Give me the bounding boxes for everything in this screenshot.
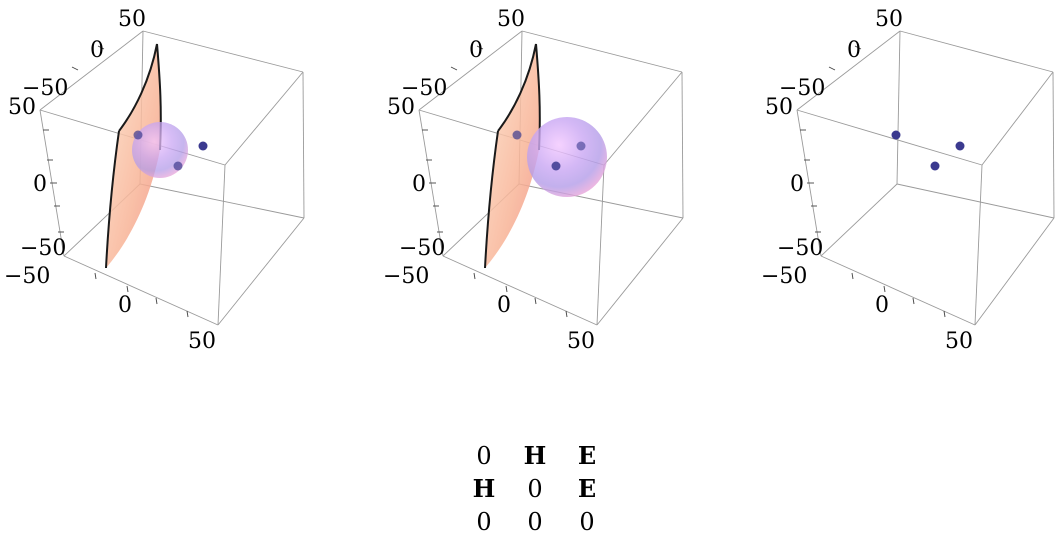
tick-label: 0 bbox=[847, 38, 861, 63]
tick-label: 0 bbox=[469, 38, 483, 63]
tick-label: −50 bbox=[761, 264, 807, 289]
matrix-cell: 0 bbox=[476, 508, 491, 536]
tick-label: 50 bbox=[118, 7, 146, 32]
tick-marks bbox=[43, 45, 189, 318]
data-points bbox=[891, 130, 965, 171]
point bbox=[133, 130, 143, 140]
matrix-cell: 0 bbox=[527, 508, 542, 536]
tick-label: 0 bbox=[875, 293, 889, 318]
tick-label: 50 bbox=[387, 95, 415, 120]
tick-label: −50 bbox=[22, 76, 68, 101]
tick-label: 50 bbox=[188, 329, 216, 354]
tick-marks bbox=[422, 45, 568, 318]
point bbox=[512, 130, 522, 140]
data-points bbox=[133, 130, 208, 171]
panel-2: 50 0 −50 50 0 −50 −50 0 50 bbox=[383, 7, 684, 354]
tick-labels: 50 0 −50 50 0 −50 −50 0 50 bbox=[383, 7, 595, 354]
tick-label: 50 bbox=[567, 329, 595, 354]
tick-label: 50 bbox=[8, 95, 36, 120]
swallowtail-surface bbox=[484, 43, 541, 269]
tick-label: −50 bbox=[777, 236, 823, 261]
tick-marks bbox=[800, 45, 946, 318]
box-frame bbox=[39, 30, 305, 326]
tick-label: 0 bbox=[412, 172, 426, 197]
tick-label: 50 bbox=[765, 95, 793, 120]
point bbox=[576, 141, 586, 151]
matrix-cell: 0 bbox=[527, 475, 542, 503]
point bbox=[198, 141, 208, 151]
tick-label: −50 bbox=[20, 236, 66, 261]
tick-label: −50 bbox=[779, 76, 825, 101]
matrix-cell: E bbox=[578, 474, 596, 503]
matrix-cell: H bbox=[524, 441, 547, 470]
tick-label: 50 bbox=[497, 7, 525, 32]
tick-labels: 50 0 −50 50 0 −50 −50 0 50 bbox=[4, 7, 216, 354]
matrix-cell: H bbox=[473, 474, 496, 503]
matrix: 0 H E H 0 E 0 0 0 bbox=[473, 441, 596, 536]
tick-label: −50 bbox=[383, 264, 429, 289]
box-frame bbox=[796, 30, 1055, 326]
point bbox=[891, 130, 901, 140]
point bbox=[955, 141, 965, 151]
matrix-cell: 0 bbox=[579, 508, 594, 536]
point bbox=[930, 161, 940, 171]
tick-labels: 50 0 −50 50 0 −50 −50 0 50 bbox=[761, 7, 973, 354]
panel-1: 50 0 −50 50 0 −50 −50 0 50 bbox=[4, 7, 305, 354]
tick-label: 0 bbox=[790, 172, 804, 197]
tick-label: 50 bbox=[945, 329, 973, 354]
tick-label: 0 bbox=[90, 38, 104, 63]
point bbox=[551, 161, 561, 171]
tick-label: −50 bbox=[399, 236, 445, 261]
panel-3: 50 0 −50 50 0 −50 −50 0 50 bbox=[761, 7, 1055, 354]
tick-label: 50 bbox=[875, 7, 903, 32]
data-points bbox=[512, 130, 586, 171]
matrix-cell: E bbox=[578, 441, 596, 470]
sphere-large bbox=[527, 117, 607, 197]
tick-label: 0 bbox=[118, 293, 132, 318]
matrix-cell: 0 bbox=[476, 442, 491, 470]
point bbox=[173, 161, 183, 171]
tick-label: 0 bbox=[33, 172, 47, 197]
tick-label: −50 bbox=[401, 76, 447, 101]
tick-label: 0 bbox=[497, 293, 511, 318]
tick-label: −50 bbox=[4, 264, 50, 289]
